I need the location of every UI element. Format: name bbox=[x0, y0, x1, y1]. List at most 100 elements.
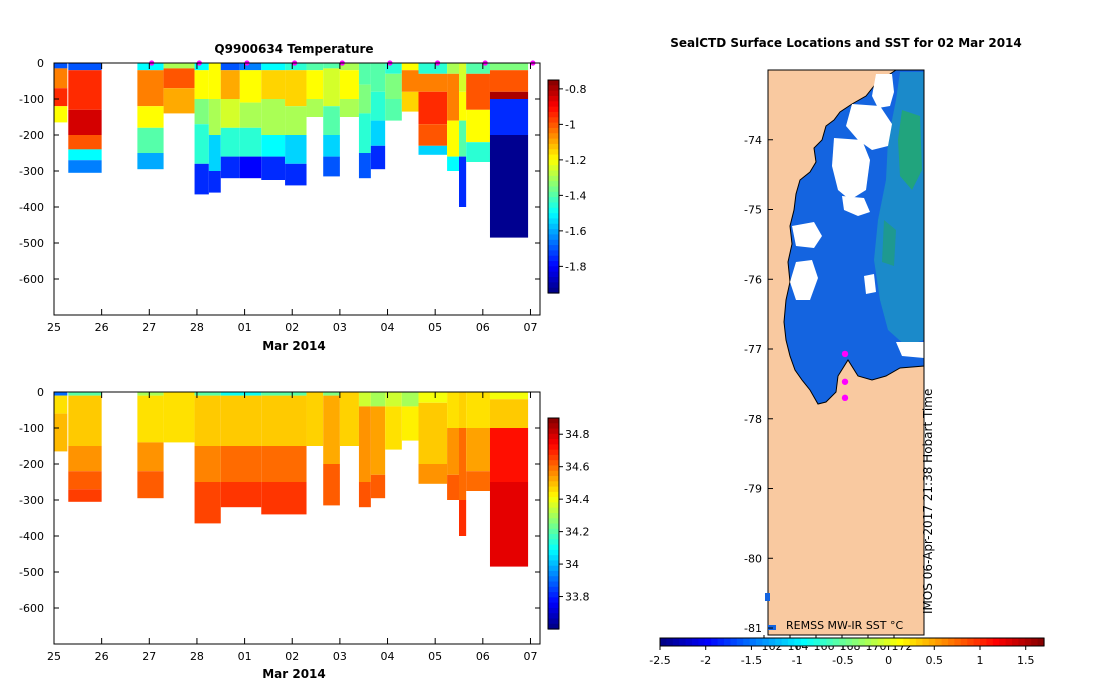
colorbar-segment bbox=[948, 638, 955, 646]
colorbar-segment bbox=[960, 638, 968, 646]
colorbar-segment bbox=[548, 143, 559, 150]
colorbar-segment bbox=[548, 428, 559, 435]
temperature-y-axis: 0 -100 -200 -300 -400 -500 -600 bbox=[19, 57, 540, 286]
x-tick-label: 06 bbox=[476, 650, 490, 663]
colorbar-tick-label: 1.5 bbox=[1017, 654, 1035, 667]
x-tick-label: 05 bbox=[428, 650, 442, 663]
y-tick-label: -100 bbox=[19, 93, 44, 106]
colorbar-segment bbox=[548, 449, 559, 456]
x-tick-label: 07 bbox=[523, 650, 537, 663]
lat-tick-label: -79 bbox=[744, 483, 762, 496]
colorbar-segment bbox=[660, 638, 667, 646]
colorbar-segment bbox=[548, 255, 559, 262]
colorbar-segment bbox=[548, 223, 559, 230]
profile-cell bbox=[466, 63, 490, 74]
colorbar-segment bbox=[548, 154, 559, 161]
temperature-x-label: Mar 2014 bbox=[262, 339, 326, 353]
colorbar-segment bbox=[548, 80, 559, 86]
colorbar-segment bbox=[548, 111, 559, 118]
colorbar-segment bbox=[548, 528, 559, 535]
y-tick-label: -500 bbox=[19, 566, 44, 579]
profile-cell bbox=[323, 464, 340, 506]
colorbar-segment bbox=[548, 570, 559, 577]
profile-cell bbox=[459, 120, 467, 157]
profile-cell bbox=[489, 70, 529, 92]
profile-cell bbox=[466, 392, 490, 428]
y-tick-label: -400 bbox=[19, 530, 44, 543]
salinity-axes-frame bbox=[53, 391, 541, 645]
colorbar-segment bbox=[548, 117, 559, 124]
colorbar-segment bbox=[916, 638, 923, 646]
colorbar-segment bbox=[1037, 638, 1045, 646]
profile-cell bbox=[285, 70, 307, 107]
colorbar-segment bbox=[548, 95, 559, 102]
surface-location-marker bbox=[841, 378, 849, 385]
profile-cell bbox=[163, 392, 195, 443]
profile-cell bbox=[358, 153, 371, 179]
colorbar-segment bbox=[548, 439, 559, 445]
profile-cell bbox=[239, 70, 262, 103]
profile-cell bbox=[239, 156, 262, 179]
profile-cell bbox=[339, 63, 359, 71]
profile-cell bbox=[418, 402, 448, 464]
colorbar-segment bbox=[928, 638, 936, 646]
x-tick-label: 27 bbox=[142, 321, 156, 334]
cloud-patch bbox=[832, 138, 870, 200]
x-tick-label: 05 bbox=[428, 321, 442, 334]
x-tick-label: 02 bbox=[285, 321, 299, 334]
colorbar-segment bbox=[548, 497, 559, 503]
colorbar-tick-label: 34 bbox=[565, 558, 579, 571]
colorbar-tick-label: 1 bbox=[977, 654, 984, 667]
profile-cell bbox=[418, 392, 448, 403]
colorbar-segment bbox=[871, 638, 879, 646]
colorbar-segment bbox=[548, 465, 559, 472]
x-tick-label: 04 bbox=[381, 650, 395, 663]
profile-cell bbox=[466, 142, 490, 162]
lat-tick-label: -75 bbox=[744, 204, 762, 217]
profile-cell bbox=[323, 395, 340, 464]
temperature-x-axis: 25 26 27 28 01 02 03 04 05 06 07 bbox=[47, 63, 537, 334]
colorbar-segment bbox=[845, 638, 853, 646]
profile-cell bbox=[401, 70, 419, 92]
colorbar-segment bbox=[922, 638, 930, 646]
colorbar-segment bbox=[548, 502, 559, 509]
colorbar-segment bbox=[548, 454, 559, 461]
lat-tick-label: -81 bbox=[744, 622, 762, 635]
profile-cell bbox=[466, 428, 490, 472]
colorbar-segment bbox=[548, 245, 559, 251]
colorbar-segment bbox=[548, 101, 559, 108]
colorbar-segment bbox=[548, 175, 559, 182]
profile-cell bbox=[401, 63, 419, 71]
profile-cell bbox=[385, 392, 402, 407]
colorbar-tick-label: 34.4 bbox=[565, 493, 590, 506]
profile-cell bbox=[220, 156, 240, 179]
salinity-x-label: Mar 2014 bbox=[262, 667, 326, 681]
profile-cell bbox=[137, 127, 164, 153]
profile-cell bbox=[194, 163, 209, 195]
profile-cell bbox=[489, 99, 529, 135]
profile-cell bbox=[370, 120, 386, 146]
profile-cell bbox=[323, 63, 340, 69]
colorbar-segment bbox=[548, 539, 559, 546]
x-tick-label: 28 bbox=[190, 321, 204, 334]
colorbar-segment bbox=[548, 191, 559, 198]
colorbar-segment bbox=[548, 491, 559, 498]
profile-cell bbox=[220, 446, 262, 482]
profile-cell bbox=[385, 73, 402, 99]
colorbar-segment bbox=[548, 229, 559, 236]
profile-cell bbox=[194, 482, 221, 524]
profile-cell bbox=[306, 63, 324, 71]
profile-cell bbox=[163, 63, 195, 69]
colorbar-segment bbox=[813, 638, 821, 646]
colorbar-segment bbox=[548, 613, 559, 620]
surface-location-markers bbox=[841, 350, 849, 402]
colorbar-segment bbox=[730, 638, 738, 646]
colorbar-segment bbox=[548, 122, 559, 129]
colorbar-frame bbox=[659, 637, 1045, 647]
profile-cell bbox=[261, 392, 307, 396]
profile-cell bbox=[261, 63, 286, 71]
salinity-section bbox=[54, 392, 529, 567]
colorbar-tick-label: -2 bbox=[700, 654, 711, 667]
colorbar-segment bbox=[1005, 638, 1013, 646]
salinity-colorbar: 34.8 34.6 34.4 34.2 34 33.8 bbox=[547, 417, 590, 630]
